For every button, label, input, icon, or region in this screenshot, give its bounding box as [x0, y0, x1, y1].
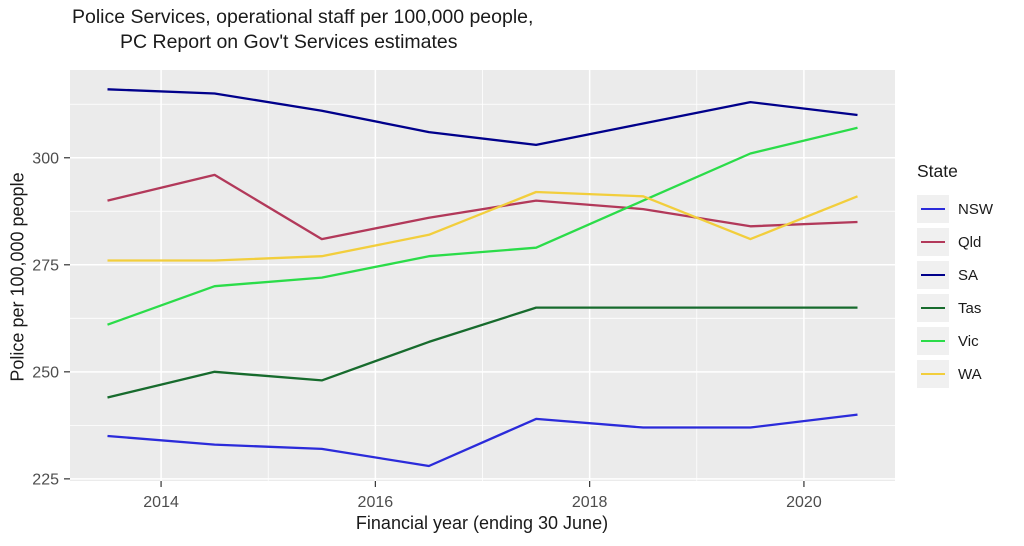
chart-title-line2: PC Report on Gov't Services estimates — [120, 31, 458, 53]
series-line-wa — [107, 190, 858, 262]
legend-label-tas: Tas — [958, 299, 982, 317]
y-tick-label: 300 — [32, 150, 59, 167]
series-line-nsw — [107, 413, 858, 468]
legend-label-qld: Qld — [958, 233, 982, 251]
x-tick-label: 2020 — [786, 494, 822, 511]
chart-title-line1: Police Services, operational staff per 1… — [72, 6, 534, 28]
legend-label-nsw: NSW — [958, 200, 993, 218]
y-tick-label: 225 — [32, 471, 59, 488]
legend-swatch-wa — [921, 372, 945, 376]
legend-label-vic: Vic — [958, 332, 979, 350]
series-line-vic — [107, 126, 858, 326]
y-axis-title: Police per 100,000 people — [7, 172, 28, 382]
x-tick-label: 2014 — [143, 494, 179, 511]
y-tick-label: 275 — [32, 257, 59, 274]
chart-title: Police Services, operational staff per 1… — [72, 5, 533, 55]
legend-key-wa — [917, 360, 949, 388]
legend-key-sa — [917, 261, 949, 289]
legend-key-vic — [917, 327, 949, 355]
legend-key-tas — [917, 294, 949, 322]
y-tick-label: 250 — [32, 364, 59, 381]
legend-item-nsw: NSW — [917, 195, 993, 223]
x-tick-label: 2018 — [572, 494, 608, 511]
legend-swatch-tas — [921, 306, 945, 310]
legend-label-sa: SA — [958, 266, 979, 284]
legend-key-qld — [917, 228, 949, 256]
legend-swatch-sa — [921, 273, 945, 277]
x-axis-title: Financial year (ending 30 June) — [355, 513, 609, 533]
legend-item-sa: SA — [917, 261, 993, 289]
legend-items: NSW Qld SA Tas Vic WA — [917, 195, 993, 388]
legend: State NSW Qld SA Tas Vic WA — [917, 161, 993, 393]
legend-key-nsw — [917, 195, 949, 223]
series-line-tas — [107, 306, 858, 399]
x-tick-label: 2016 — [358, 494, 394, 511]
legend-swatch-vic — [921, 339, 945, 343]
legend-item-wa: WA — [917, 360, 993, 388]
legend-swatch-nsw — [921, 207, 945, 211]
legend-label-wa: WA — [958, 365, 982, 383]
series-line-sa — [107, 88, 858, 147]
legend-item-vic: Vic — [917, 327, 993, 355]
legend-item-tas: Tas — [917, 294, 993, 322]
legend-swatch-qld — [921, 240, 945, 244]
legend-item-qld: Qld — [917, 228, 993, 256]
series-line-qld — [107, 173, 858, 241]
legend-title: State — [917, 161, 958, 181]
